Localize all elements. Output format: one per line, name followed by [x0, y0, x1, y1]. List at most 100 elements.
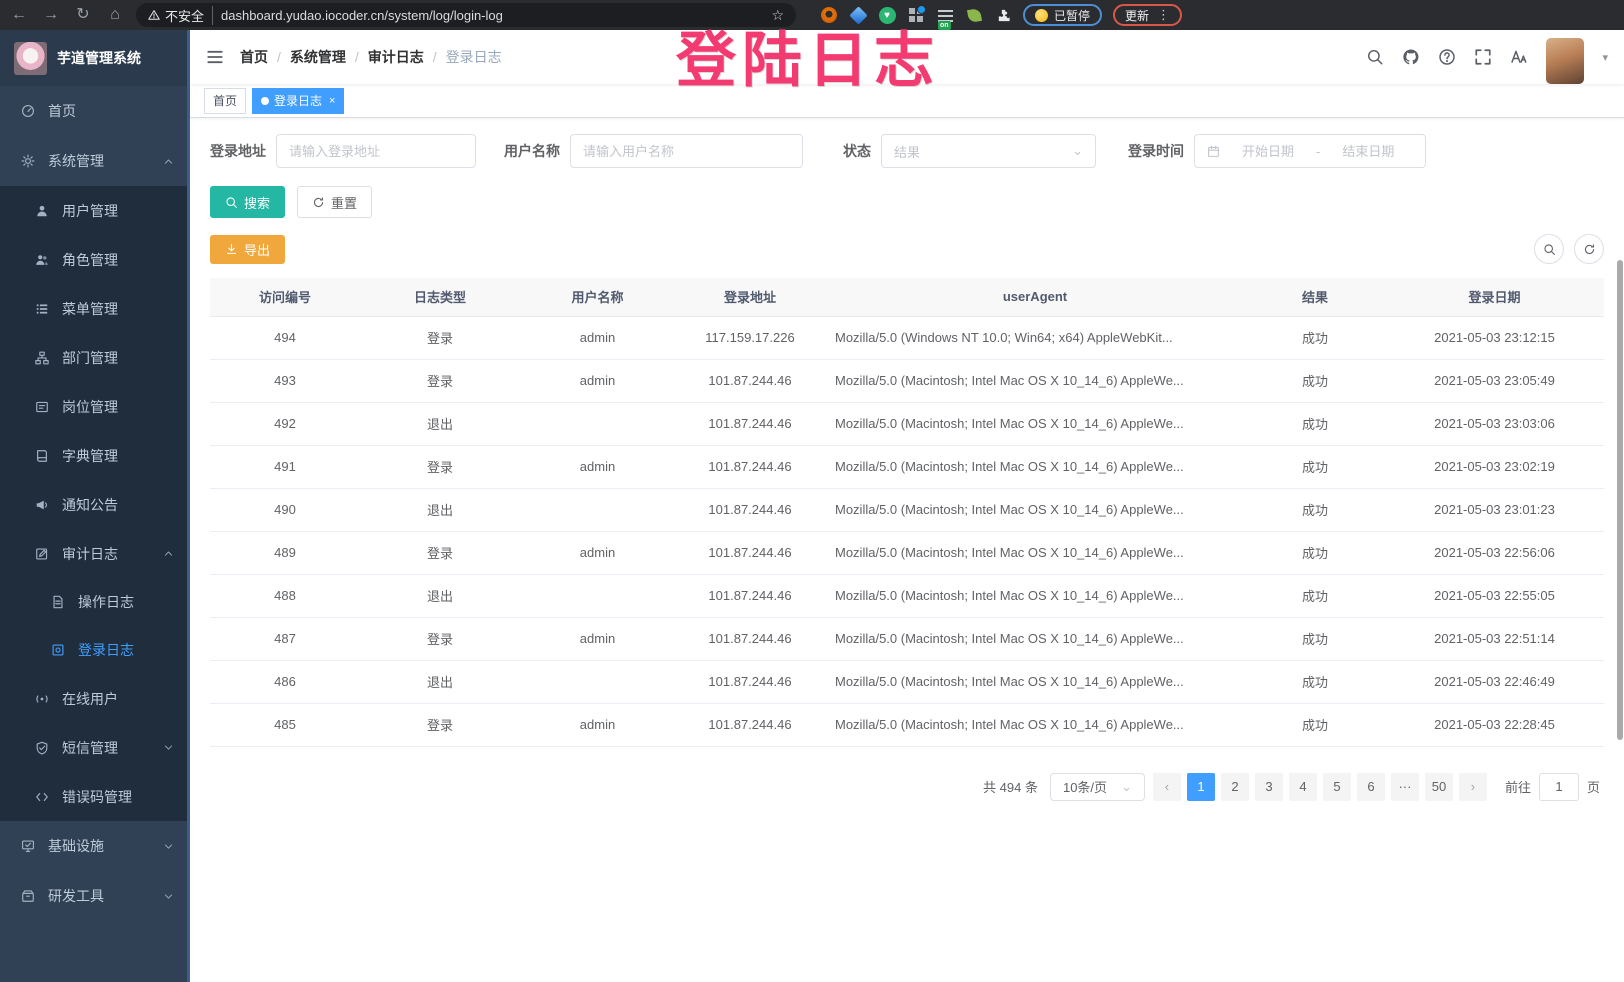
- green-heart-extension-icon[interactable]: ♥: [878, 6, 896, 24]
- table-row[interactable]: 491 登录 admin 101.87.244.46 Mozilla/5.0 (Maci…: [210, 445, 1604, 489]
- sidebar-item-system[interactable]: 系统管理: [0, 136, 190, 186]
- extensions-puzzle-icon[interactable]: [994, 6, 1012, 24]
- table-row[interactable]: 488 退出 101.87.244.46 Mozilla/5.0 (Macintosh…: [210, 574, 1604, 618]
- sidebar-item-user[interactable]: 用户管理: [0, 186, 190, 235]
- page-size-select[interactable]: 10条/页 ⌄: [1049, 772, 1145, 801]
- page-content: 登录地址 用户名称 状态 结果 ⌄ 登录时间 -: [190, 118, 1624, 982]
- column-header[interactable]: 登录地址: [675, 278, 825, 317]
- status-select[interactable]: 结果 ⌄: [881, 134, 1096, 168]
- table-row[interactable]: 492 退出 101.87.244.46 Mozilla/5.0 (Macintosh…: [210, 402, 1604, 446]
- browser-reload-icon[interactable]: ↻: [76, 6, 90, 23]
- sidebar-item-dict[interactable]: 字典管理: [0, 431, 190, 480]
- sidebar-item-audit-log[interactable]: 审计日志: [0, 529, 190, 578]
- address-bar[interactable]: 不安全 dashboard.yudao.iocoder.cn/system/lo…: [136, 3, 796, 27]
- sidebar-item-menu[interactable]: 菜单管理: [0, 284, 190, 333]
- sidebar-item-home[interactable]: 首页: [0, 86, 190, 136]
- table-row[interactable]: 493 登录 admin 101.87.244.46 Mozilla/5.0 (Maci…: [210, 359, 1604, 403]
- page-button-1[interactable]: 1: [1186, 772, 1215, 801]
- table-row[interactable]: 486 退出 101.87.244.46 Mozilla/5.0 (Macintosh…: [210, 660, 1604, 704]
- header-search-icon[interactable]: [1366, 48, 1384, 66]
- sidebar-item-post[interactable]: 岗位管理: [0, 382, 190, 431]
- login-time-range-picker[interactable]: -: [1194, 134, 1426, 168]
- browser-home-icon[interactable]: ⌂: [110, 6, 120, 23]
- table-cell: 2021-05-03 23:12:15: [1385, 316, 1604, 360]
- address-input[interactable]: [276, 134, 476, 168]
- start-date-input[interactable]: [1230, 143, 1306, 159]
- table-row[interactable]: 494 登录 admin 117.159.17.226 Mozilla/5.0 (Win…: [210, 316, 1604, 360]
- breadcrumb-item[interactable]: 系统管理: [289, 49, 346, 65]
- browser-update-button[interactable]: 更新 ⋮: [1113, 4, 1183, 26]
- page-button-50[interactable]: 50: [1424, 772, 1453, 801]
- table-cell: 成功: [1245, 617, 1385, 661]
- page-button-3[interactable]: 3: [1254, 772, 1283, 801]
- browser-menu-icon[interactable]: ⋮: [1157, 7, 1171, 22]
- browser-forward-icon[interactable]: →: [43, 6, 59, 23]
- user-avatar[interactable]: [1546, 38, 1585, 84]
- page-button-4[interactable]: 4: [1288, 772, 1317, 801]
- gem-extension-icon[interactable]: [848, 5, 868, 25]
- breadcrumb-item[interactable]: 首页: [240, 49, 268, 65]
- column-header[interactable]: 日志类型: [360, 278, 520, 317]
- username-input[interactable]: [570, 134, 803, 168]
- grid-extension-icon[interactable]: [907, 5, 926, 24]
- table-row[interactable]: 489 登录 admin 101.87.244.46 Mozilla/5.0 (Maci…: [210, 531, 1604, 575]
- column-header[interactable]: 访问编号: [210, 278, 360, 317]
- column-header[interactable]: 登录日期: [1385, 278, 1604, 317]
- leaf-extension-icon[interactable]: [965, 6, 983, 24]
- prev-page-button[interactable]: ‹: [1152, 772, 1181, 801]
- help-icon[interactable]: [1438, 48, 1456, 66]
- tag-home[interactable]: 首页: [204, 87, 247, 114]
- export-button[interactable]: 导出: [210, 234, 286, 264]
- table-cell: Mozilla/5.0 (Macintosh; Intel Mac OS X 1…: [825, 703, 1245, 747]
- table-row[interactable]: 487 登录 admin 101.87.244.46 Mozilla/5.0 (Maci…: [210, 617, 1604, 661]
- orange-extension-icon[interactable]: [820, 6, 838, 24]
- search-button[interactable]: 搜索: [210, 186, 286, 218]
- list-extension-icon[interactable]: on: [936, 6, 954, 30]
- column-header[interactable]: 用户名称: [520, 278, 675, 317]
- table-row[interactable]: 485 登录 admin 101.87.244.46 Mozilla/5.0 (Maci…: [210, 703, 1604, 747]
- sidebar-toggle-icon[interactable]: [206, 48, 224, 66]
- reset-button[interactable]: 重置: [297, 186, 373, 218]
- tag-close-icon[interactable]: ×: [329, 94, 336, 107]
- table-row[interactable]: 490 退出 101.87.244.46 Mozilla/5.0 (Macintosh…: [210, 488, 1604, 532]
- page-button-6[interactable]: 6: [1356, 772, 1385, 801]
- page-scrollbar[interactable]: [1617, 260, 1623, 740]
- table-cell: Mozilla/5.0 (Macintosh; Intel Mac OS X 1…: [825, 488, 1245, 532]
- column-header[interactable]: userAgent: [825, 278, 1245, 317]
- sidebar-item-role[interactable]: 角色管理: [0, 235, 190, 284]
- sidebar-item-sms[interactable]: 短信管理: [0, 723, 190, 772]
- select-chevron-down-icon: ⌄: [1072, 143, 1083, 158]
- sidebar-item-operate-log[interactable]: 操作日志: [0, 578, 190, 626]
- security-chip[interactable]: 不安全: [148, 5, 214, 25]
- bookmark-star-icon[interactable]: ☆: [771, 6, 784, 23]
- sidebar-item-infra[interactable]: 基础设施: [0, 821, 190, 871]
- page-button-2[interactable]: 2: [1220, 772, 1249, 801]
- table-cell: Mozilla/5.0 (Macintosh; Intel Mac OS X 1…: [825, 574, 1245, 618]
- sidebar-item-notice[interactable]: 通知公告: [0, 480, 190, 529]
- font-size-icon[interactable]: [1510, 48, 1528, 66]
- avatar-caret-down-icon[interactable]: ▾: [1602, 51, 1608, 64]
- logo-row[interactable]: 芋道管理系统: [0, 30, 190, 86]
- breadcrumb-item[interactable]: 审计日志: [367, 49, 424, 65]
- page-more-button[interactable]: ···: [1390, 772, 1419, 801]
- refresh-table-button[interactable]: [1574, 234, 1604, 264]
- sidebar-item-online-user[interactable]: 在线用户: [0, 674, 190, 723]
- table-cell: 101.87.244.46: [675, 531, 825, 575]
- next-page-button[interactable]: ›: [1458, 772, 1487, 801]
- emoji-face-icon: [1035, 8, 1048, 22]
- github-icon[interactable]: [1402, 48, 1420, 66]
- end-date-input[interactable]: [1330, 143, 1407, 159]
- fullscreen-icon[interactable]: [1474, 48, 1492, 66]
- sidebar-item-devtool[interactable]: 研发工具: [0, 871, 190, 921]
- sidebar-item-login-log[interactable]: 登录日志: [0, 626, 190, 674]
- paused-extension-pill[interactable]: 已暂停: [1023, 4, 1103, 26]
- sidebar-item-error-code[interactable]: 错误码管理: [0, 772, 190, 821]
- page-button-5[interactable]: 5: [1322, 772, 1351, 801]
- jump-page-input[interactable]: [1538, 772, 1579, 801]
- column-header[interactable]: 结果: [1245, 278, 1385, 317]
- browser-back-icon[interactable]: ←: [11, 6, 27, 23]
- tag-login-log[interactable]: 登录日志 ×: [252, 87, 345, 114]
- table-cell: [520, 402, 675, 446]
- toggle-search-button[interactable]: [1534, 234, 1564, 264]
- sidebar-item-dept[interactable]: 部门管理: [0, 333, 190, 382]
